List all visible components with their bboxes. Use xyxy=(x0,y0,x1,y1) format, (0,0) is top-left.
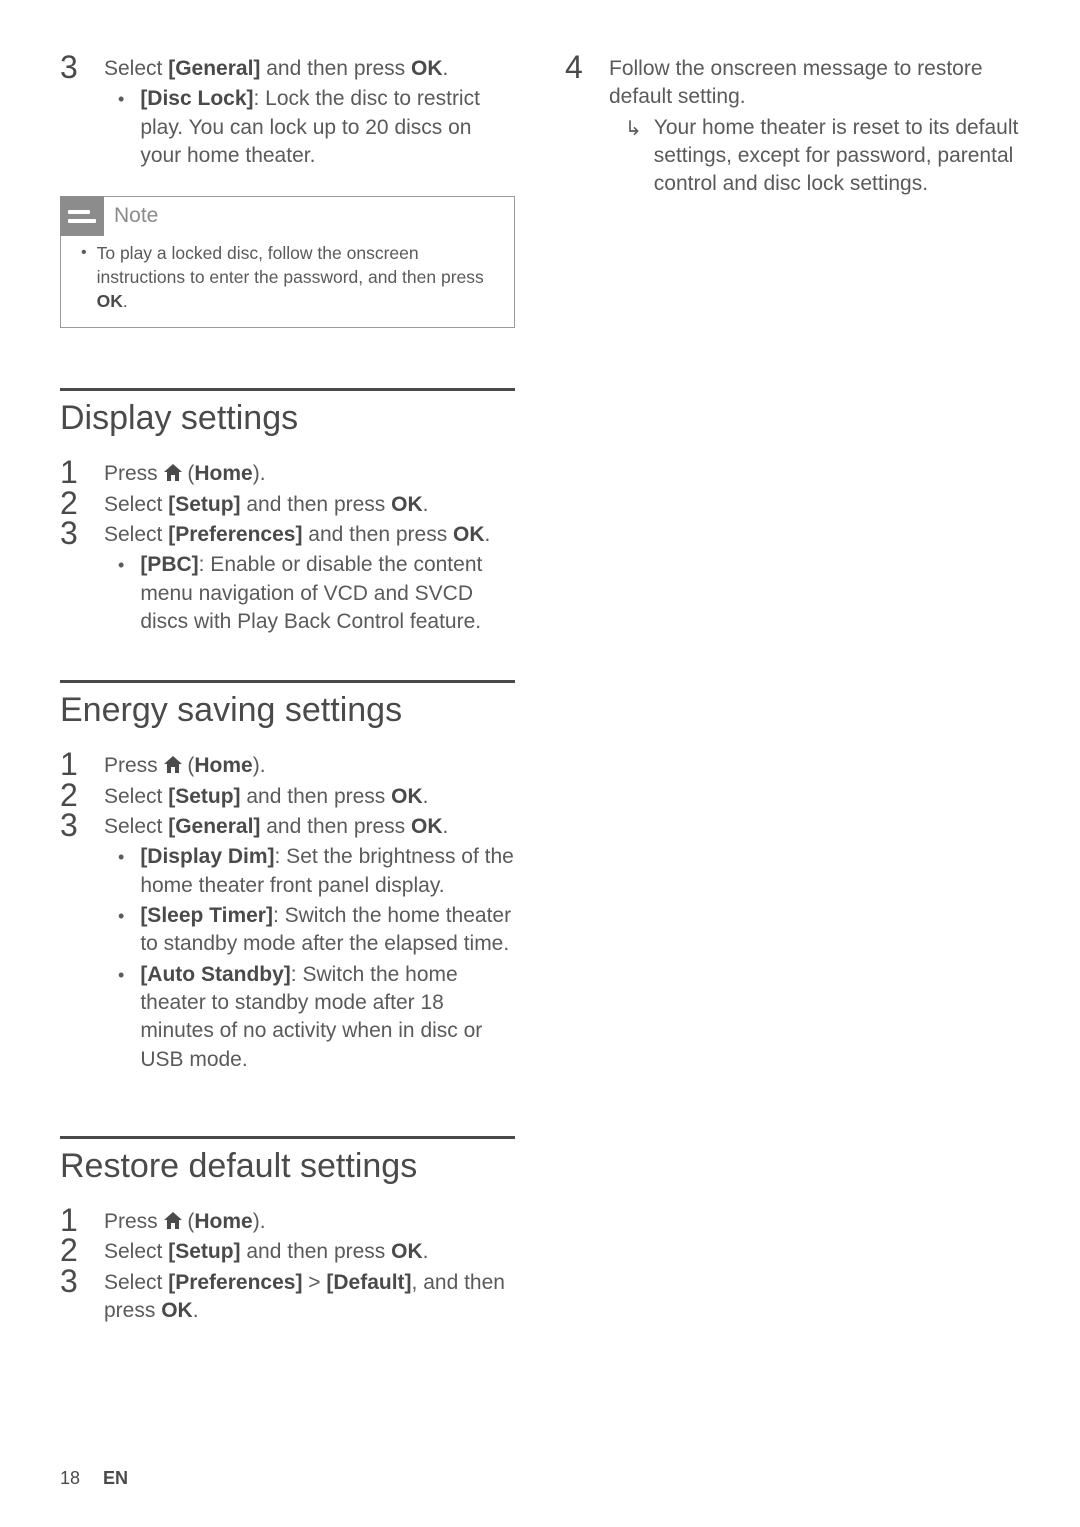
step-body: Select [General] and then press OK. • [D… xyxy=(104,55,515,172)
step-body: Press (Home). xyxy=(104,1208,515,1236)
bullet-dot-icon: • xyxy=(118,87,124,111)
step-body: Select [General] and then press OK. • [D… xyxy=(104,813,515,1076)
step-row: 3 Select [Preferences] > [Default], and … xyxy=(60,1269,515,1326)
home-icon xyxy=(164,756,182,773)
step-text: Select [Preferences] > [Default], and th… xyxy=(104,1271,505,1322)
step-text: Press (Home). xyxy=(104,1210,266,1233)
step-body: Select [Preferences] and then press OK. … xyxy=(104,521,515,638)
step-text: Press (Home). xyxy=(104,462,266,485)
section-display-settings: Display settings 1 Press (Home). 2 Selec… xyxy=(60,388,515,638)
bullet-dot-icon: • xyxy=(118,553,124,577)
sub-bullet: • [Auto Standby]: Switch the home theate… xyxy=(104,961,515,1074)
step-body: Press (Home). xyxy=(104,752,515,780)
step-number: 3 xyxy=(60,809,104,841)
step-row: 1 Press (Home). xyxy=(60,752,515,780)
home-icon xyxy=(164,464,182,481)
note-text: To play a locked disc, follow the onscre… xyxy=(97,242,500,313)
bullet-dot-icon: • xyxy=(118,904,124,928)
step-row: 2 Select [Setup] and then press OK. xyxy=(60,491,515,519)
step-text: Select [General] and then press OK. xyxy=(104,815,448,838)
page-number: 18 xyxy=(60,1468,80,1488)
step-row: 1 Press (Home). xyxy=(60,1208,515,1236)
step-row: 1 Press (Home). xyxy=(60,460,515,488)
sub-bullet: • [Display Dim]: Set the brightness of t… xyxy=(104,843,515,900)
note-label: Note xyxy=(114,204,158,228)
section-title: Display settings xyxy=(60,399,515,438)
bullet-text: [PBC]: Enable or disable the content men… xyxy=(140,551,515,636)
step-body: Select [Setup] and then press OK. xyxy=(104,783,515,811)
step-body: Select [Setup] and then press OK. xyxy=(104,491,515,519)
section-title: Energy saving settings xyxy=(60,691,515,730)
step-number: 2 xyxy=(60,487,104,519)
section-rule xyxy=(60,1136,515,1139)
bullet-text: [Auto Standby]: Switch the home theater … xyxy=(140,961,515,1074)
step-number: 1 xyxy=(60,456,104,488)
step-row: 3 Select [Preferences] and then press OK… xyxy=(60,521,515,638)
note-box: Note • To play a locked disc, follow the… xyxy=(60,196,515,328)
step-number: 2 xyxy=(60,1234,104,1266)
section-restore-default: Restore default settings 1 Press (Home).… xyxy=(60,1136,515,1325)
page-footer: 18 EN xyxy=(60,1468,128,1489)
step-row: 3 Select [General] and then press OK. • … xyxy=(60,55,515,172)
bullet-dot-icon: • xyxy=(81,242,87,313)
step-number: 1 xyxy=(60,748,104,780)
section-rule xyxy=(60,388,515,391)
result-arrow-icon: ↳ xyxy=(625,116,642,143)
sub-bullet: • [PBC]: Enable or disable the content m… xyxy=(104,551,515,636)
step-text: Select [Preferences] and then press OK. xyxy=(104,523,490,546)
step-number: 3 xyxy=(60,517,104,549)
step-text: Press (Home). xyxy=(104,754,266,777)
step-number: 4 xyxy=(565,51,609,83)
step-text: Select [Setup] and then press OK. xyxy=(104,493,428,516)
note-header: Note xyxy=(60,196,514,236)
step-row: 2 Select [Setup] and then press OK. xyxy=(60,1238,515,1266)
step-row: 3 Select [General] and then press OK. • … xyxy=(60,813,515,1076)
step-body: Select [Preferences] > [Default], and th… xyxy=(104,1269,515,1326)
note-body: • To play a locked disc, follow the onsc… xyxy=(61,242,514,317)
sub-bullet: • [Disc Lock]: Lock the disc to restrict… xyxy=(104,85,515,170)
bullet-text: [Sleep Timer]: Switch the home theater t… xyxy=(140,902,515,959)
bullet-dot-icon: • xyxy=(118,963,124,987)
step-number: 2 xyxy=(60,779,104,811)
step-text: Follow the onscreen message to restore d… xyxy=(609,57,983,108)
section-rule xyxy=(60,680,515,683)
bullet-text: [Disc Lock]: Lock the disc to restrict p… xyxy=(140,85,515,170)
bullet-dot-icon: • xyxy=(118,845,124,869)
section-title: Restore default settings xyxy=(60,1147,515,1186)
step-text: Select [General] and then press OK. xyxy=(104,57,448,80)
step-text: Select [Setup] and then press OK. xyxy=(104,785,428,808)
step-row: 2 Select [Setup] and then press OK. xyxy=(60,783,515,811)
note-icon xyxy=(60,196,104,236)
bullet-text: [Display Dim]: Set the brightness of the… xyxy=(140,843,515,900)
step-body: Select [Setup] and then press OK. xyxy=(104,1238,515,1266)
section-energy-saving: Energy saving settings 1 Press (Home). 2… xyxy=(60,680,515,1076)
step-body: Follow the onscreen message to restore d… xyxy=(609,55,1020,199)
home-icon xyxy=(164,1212,182,1229)
manual-page: 3 Select [General] and then press OK. • … xyxy=(0,0,1080,1367)
result-row: ↳ Your home theater is reset to its defa… xyxy=(609,114,1020,199)
step-body: Press (Home). xyxy=(104,460,515,488)
right-column: 4 Follow the onscreen message to restore… xyxy=(565,55,1020,1327)
sub-bullet: • [Sleep Timer]: Switch the home theater… xyxy=(104,902,515,959)
step-row: 4 Follow the onscreen message to restore… xyxy=(565,55,1020,199)
page-language: EN xyxy=(103,1468,128,1488)
step-number: 3 xyxy=(60,1265,104,1297)
result-text: Your home theater is reset to its defaul… xyxy=(654,114,1020,199)
step-number: 1 xyxy=(60,1204,104,1236)
left-column: 3 Select [General] and then press OK. • … xyxy=(60,55,515,1327)
step-number: 3 xyxy=(60,51,104,83)
step-text: Select [Setup] and then press OK. xyxy=(104,1240,428,1263)
